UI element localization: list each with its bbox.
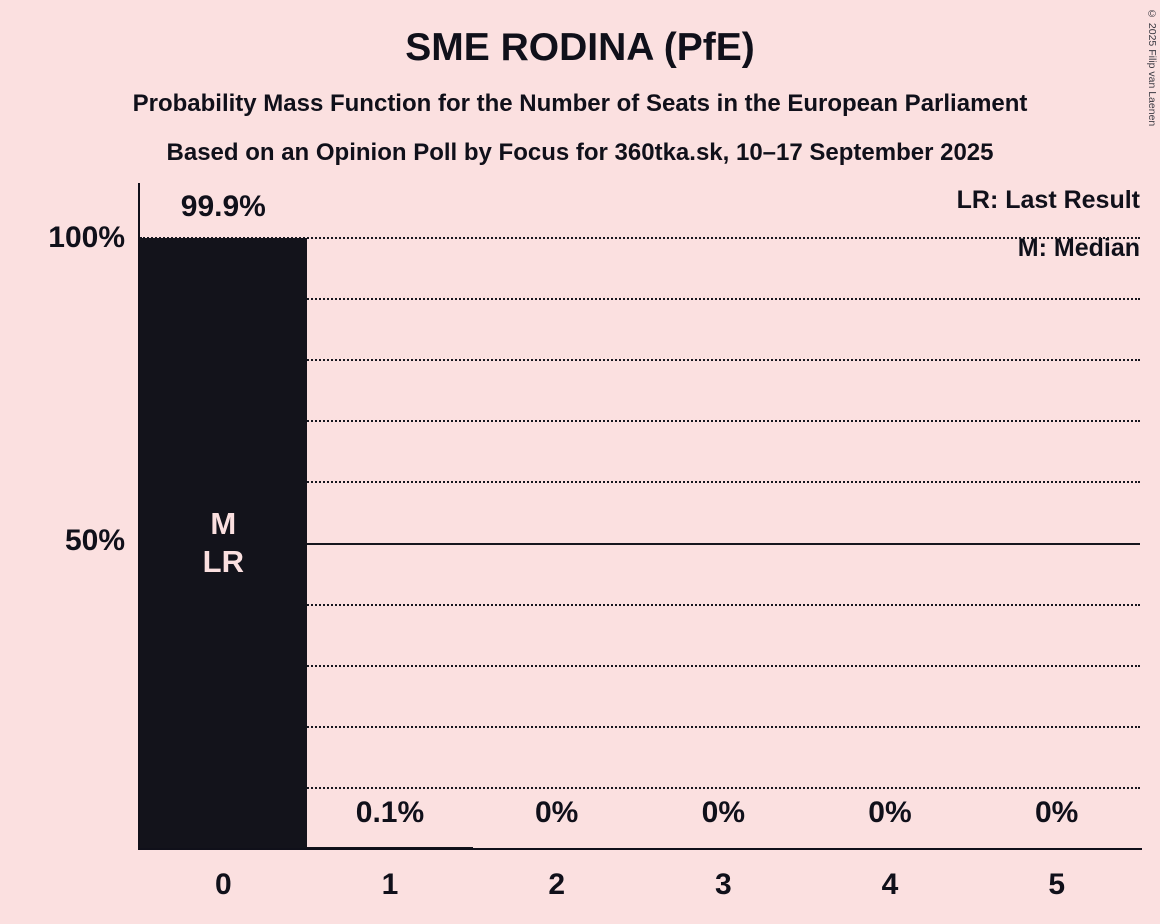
x-axis-line	[138, 848, 1142, 850]
bar-annotation-line: LR	[202, 543, 244, 579]
bar-seats-0	[140, 237, 307, 848]
bar-annotation-0: M LR	[140, 238, 307, 848]
x-tick-label-0: 0	[214, 868, 232, 901]
gridline-dotted	[140, 786, 1140, 789]
gridline-dotted	[140, 725, 1140, 728]
value-label-seats-5: 0%	[1034, 796, 1079, 829]
x-tick-label-4: 4	[881, 868, 899, 901]
x-axis-tick-labels: 0 1 2 3 4 5	[140, 868, 1140, 910]
chart-subtitle: Probability Mass Function for the Number…	[132, 90, 1028, 117]
value-label-seats-4: 0%	[868, 796, 912, 829]
bar-seats-1	[306, 847, 474, 848]
gridline-dotted	[140, 237, 1140, 239]
plot-area: M LR 99.9% 0.1% 0% 0% 0% 0%	[140, 190, 1140, 848]
legend-last-result: LR: Last Result	[956, 186, 1140, 214]
value-label-seats-1: 0.1%	[355, 796, 425, 829]
gridline-dotted	[140, 420, 1140, 423]
copyright-notice: © 2025 Filip van Laenen	[1146, 8, 1158, 127]
gridline-dotted	[140, 481, 1140, 484]
bar-annotation-line: M	[210, 505, 237, 541]
gridline-solid	[140, 542, 1140, 545]
y-axis-label-100: 100%	[48, 221, 125, 254]
value-label-seats-2: 0%	[534, 796, 579, 829]
gridline-dotted	[140, 664, 1140, 667]
gridline-dotted	[140, 298, 1140, 301]
y-axis-label-50: 50%	[64, 524, 125, 557]
x-tick-label-5: 5	[1048, 868, 1065, 901]
gridline-dotted	[140, 359, 1140, 362]
y-axis-line	[138, 183, 140, 850]
x-tick-label-1: 1	[381, 868, 399, 901]
value-label-seats-0: 99.9%	[180, 189, 266, 223]
gridline-dotted	[140, 603, 1140, 606]
value-label-seats-3: 0%	[701, 796, 745, 829]
chart-source-note: Based on an Opinion Poll by Focus for 36…	[166, 139, 994, 166]
x-tick-label-2: 2	[548, 868, 565, 901]
x-tick-label-3: 3	[714, 868, 732, 901]
chart-title: SME RODINA (PfE)	[405, 26, 755, 69]
